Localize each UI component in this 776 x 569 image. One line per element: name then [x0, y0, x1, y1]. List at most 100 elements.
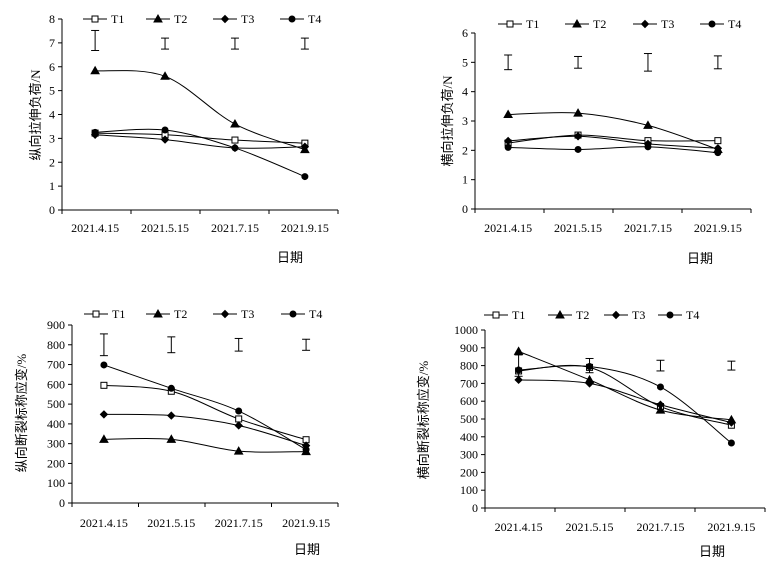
data-point-T4: [235, 407, 243, 415]
legend-marker: [220, 309, 230, 319]
error-bar: [234, 337, 243, 352]
y-axis-title: 横向拉伸负荷/N: [440, 75, 455, 167]
x-tick-label: 2021.7.15: [211, 221, 259, 235]
series-line-T4: [95, 128, 306, 178]
x-tick-label: 2021.9.15: [707, 520, 755, 534]
x-tick-label: 2021.9.15: [694, 221, 742, 235]
legend-label: T3: [241, 307, 254, 321]
error-bar: [302, 338, 311, 351]
y-tick-label: 800: [460, 359, 478, 373]
legend-marker: [708, 20, 716, 28]
legend-marker: [492, 311, 500, 319]
data-point-T2: [655, 405, 666, 414]
data-point-T2: [503, 109, 513, 119]
legend-marker: [506, 20, 514, 28]
x-axis-title: 日期: [277, 250, 303, 265]
y-tick-label: 300: [47, 437, 65, 451]
data-point-T4: [727, 439, 735, 447]
legend-item-T2: T2: [565, 17, 606, 31]
error-bar: [161, 37, 170, 50]
legend-marker: [153, 308, 163, 318]
series-line-T3: [95, 134, 305, 149]
y-tick-label: 6: [49, 60, 55, 74]
legend-item-T4: T4: [658, 308, 699, 322]
y-tick-label: 8: [49, 12, 55, 26]
chart-panel-2: 0 1 2 3 4 5 6 2021.4.15 2021.5.15 2021.7.15 2021.9…: [440, 17, 752, 266]
y-tick-label: 600: [460, 394, 478, 408]
error-bar: [656, 359, 665, 372]
legend-marker: [666, 311, 674, 319]
legend-marker: [288, 15, 296, 23]
data-point-T3: [160, 135, 170, 144]
x-tick-label: 2021.4.15: [495, 520, 543, 534]
legend-item-T4: T4: [281, 307, 322, 321]
x-tick-label: 2021.4.15: [484, 221, 532, 235]
legend-marker: [640, 19, 650, 29]
data-point-T2: [513, 346, 524, 355]
y-tick-label: 2: [462, 143, 468, 157]
legend-item-T4: T4: [700, 17, 741, 31]
y-tick-label: 700: [460, 376, 478, 390]
data-point-T4: [644, 143, 652, 151]
y-tick-label: 1: [462, 173, 468, 187]
data-point-T2: [160, 71, 170, 80]
legend-marker: [220, 14, 230, 24]
legend-label: T4: [728, 17, 741, 31]
legend-item-T2: T2: [146, 307, 187, 321]
y-tick-label: 3: [49, 131, 55, 145]
legend-label: T1: [512, 308, 525, 322]
series-line-T1: [508, 134, 718, 144]
y-tick-label: 900: [47, 318, 65, 332]
legend-label: T2: [174, 307, 187, 321]
data-point-T3: [585, 379, 594, 388]
data-point-T3: [727, 418, 736, 427]
legend-label: T3: [241, 12, 254, 26]
x-tick-label: 2021.7.15: [624, 221, 672, 235]
legend-item-T1: T1: [484, 308, 525, 322]
y-axis-title: 横向断裂标称应变/%: [416, 361, 431, 480]
y-tick-label: 800: [47, 338, 65, 352]
legend-marker: [611, 310, 621, 320]
data-point-T4: [302, 446, 310, 454]
series-line-T1: [95, 132, 305, 144]
series-line-T3: [103, 413, 307, 447]
legend-marker: [572, 18, 582, 28]
y-tick-label: 200: [47, 456, 65, 470]
error-bar: [504, 54, 513, 71]
error-bar: [574, 55, 583, 69]
y-tick-label: 0: [49, 203, 55, 217]
error-bar: [713, 55, 722, 70]
data-point-T4: [100, 361, 108, 369]
legend-item-T3: T3: [213, 12, 254, 26]
data-point-T2: [643, 120, 653, 129]
y-tick-label: 200: [460, 465, 478, 479]
y-tick-label: 0: [462, 202, 468, 216]
legend-item-T1: T1: [83, 12, 124, 26]
y-tick-label: 400: [460, 430, 478, 444]
data-point-T1: [235, 415, 243, 423]
legend-item-T2: T2: [146, 12, 187, 26]
data-point-T3: [234, 421, 243, 430]
y-tick-label: 500: [47, 397, 65, 411]
data-point-T2: [99, 434, 109, 443]
legend-item-T3: T3: [633, 17, 674, 31]
legend-label: T1: [111, 12, 124, 26]
y-tick-label: 6: [462, 26, 468, 40]
x-tick-label: 2021.5.15: [566, 520, 614, 534]
data-point-T4: [656, 383, 664, 391]
x-tick-label: 2021.7.15: [215, 516, 263, 530]
y-tick-label: 500: [460, 412, 478, 426]
error-bar: [643, 53, 652, 72]
data-point-T2: [230, 119, 240, 128]
data-point-T1: [231, 136, 239, 144]
series-line-T1: [103, 384, 307, 441]
x-tick-label: 2021.7.15: [636, 520, 684, 534]
x-tick-label: 2021.9.15: [282, 516, 330, 530]
x-tick-label: 2021.4.15: [71, 221, 119, 235]
legend-label: T2: [593, 17, 606, 31]
y-tick-label: 1000: [454, 323, 478, 337]
data-point-T2: [90, 65, 100, 75]
data-point-T3: [656, 400, 665, 409]
x-tick-label: 2021.5.15: [554, 221, 602, 235]
